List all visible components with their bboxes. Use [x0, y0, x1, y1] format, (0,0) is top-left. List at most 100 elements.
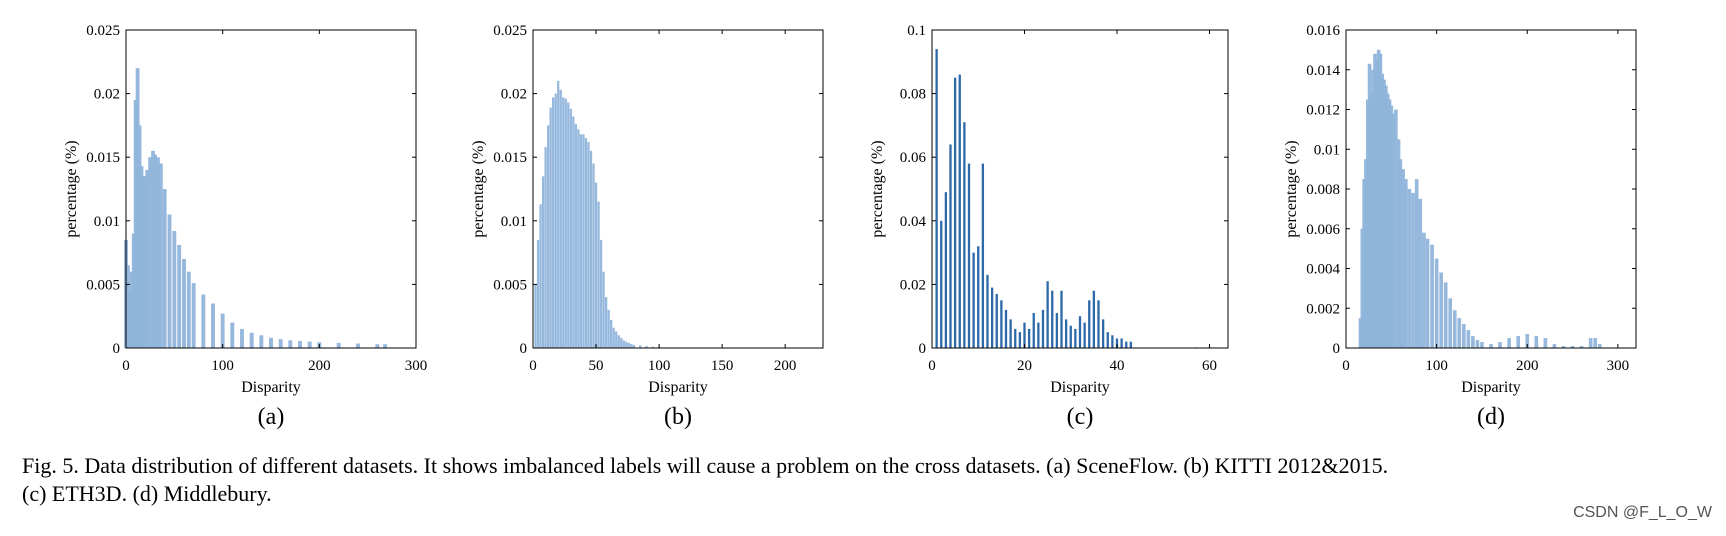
bar-a-38: [356, 343, 360, 348]
bar-d-36: [1457, 318, 1462, 348]
bar-b-16: [574, 124, 577, 348]
bar-d-54: [1593, 338, 1598, 348]
xtick-label-a-2: 200: [308, 358, 331, 374]
bar-c-32: [1083, 322, 1086, 348]
bar-d-38: [1466, 330, 1471, 348]
bar-b-25: [597, 201, 600, 348]
bar-a-15: [155, 157, 160, 348]
ytick-label-b-2: 0.01: [501, 214, 527, 230]
bar-d-26: [1414, 179, 1419, 348]
bar-c-15: [1004, 309, 1008, 348]
bar-d-29: [1425, 238, 1430, 348]
bar-c-13: [995, 293, 998, 348]
ylabel-d: percentage (%): [1283, 140, 1300, 237]
ytick-label-d-0: 0: [1333, 341, 1341, 357]
bar-c-35: [1097, 300, 1100, 348]
bar-c-39: [1115, 338, 1119, 348]
ytick-label-c-2: 0.04: [900, 214, 927, 230]
ytick-label-a-3: 0.015: [86, 150, 120, 166]
bar-b-26: [599, 239, 603, 348]
bar-b-6: [549, 107, 552, 348]
bar-b-42: [651, 346, 654, 348]
bar-b-36: [625, 341, 628, 348]
bar-b-24: [594, 182, 598, 348]
bar-a-21: [182, 258, 186, 348]
bar-c-12: [990, 287, 994, 348]
ytick-label-c-1: 0.02: [900, 277, 926, 293]
bar-c-17: [1014, 328, 1017, 348]
bar-b-3: [541, 176, 545, 348]
ytick-label-a-0: 0: [113, 341, 121, 357]
bar-c-25: [1051, 290, 1054, 348]
bar-a-5: [133, 99, 138, 349]
bar-b-15: [572, 116, 575, 348]
bar-b-34: [620, 337, 623, 348]
ytick-label-b-4: 0.02: [501, 87, 527, 103]
ytick-label-b-0: 0: [520, 341, 528, 357]
bar-c-36: [1101, 319, 1105, 348]
bar-c-24: [1046, 281, 1049, 348]
ytick-label-b-5: 0.025: [493, 23, 527, 39]
bar-c-33: [1088, 300, 1091, 348]
ytick-label-d-1: 0.002: [1306, 301, 1340, 317]
bar-c-1: [940, 220, 943, 348]
bar-d-40: [1475, 340, 1480, 348]
bar-a-20: [177, 244, 182, 348]
bar-d-48: [1543, 338, 1548, 348]
bar-a-17: [162, 189, 167, 348]
chart-a: 0 0.005 0.01 0.015 0.02 0.025 0 100 200 300 Dispar…: [63, 23, 427, 430]
bar-d-55: [1597, 344, 1602, 348]
bar-b-7: [552, 97, 555, 348]
ytick-label-d-8: 0.016: [1306, 23, 1340, 39]
bar-a-34: [298, 341, 302, 348]
bar-d-32: [1439, 272, 1443, 348]
caption-line-2: (c) ETH3D. (d) Middlebury.: [22, 481, 272, 506]
bar-a-23: [191, 283, 196, 348]
bar-c-9: [977, 246, 980, 348]
bar-b-27: [602, 271, 605, 348]
bar-d-53: [1588, 338, 1593, 348]
ytick-label-d-2: 0.004: [1306, 262, 1340, 278]
xlabel-d: Disparity: [1461, 379, 1521, 396]
bar-c-5: [958, 74, 961, 349]
bar-a-19: [172, 230, 177, 348]
bar-b-2: [539, 204, 542, 348]
bar-a-11: [145, 169, 150, 348]
bar-a-13: [151, 150, 155, 348]
bar-b-9: [557, 80, 560, 348]
bar-d-14: [1384, 85, 1388, 349]
figure-caption: Fig. 5. Data distribution of different d…: [22, 452, 1682, 508]
bar-b-28: [605, 297, 608, 348]
bar-c-23: [1041, 309, 1045, 348]
bar-c-20: [1027, 328, 1031, 348]
xtick-label-d-1: 100: [1425, 358, 1448, 374]
bar-b-33: [617, 335, 620, 348]
bar-d-31: [1434, 258, 1439, 348]
xlabel-c: Disparity: [1050, 379, 1110, 396]
bar-c-18: [1018, 332, 1022, 348]
xtick-label-c-1: 20: [1017, 358, 1032, 374]
bar-c-3: [949, 144, 952, 348]
bar-d-21: [1398, 159, 1403, 348]
bar-a-2: [127, 290, 132, 348]
xtick-label-c-0: 0: [928, 358, 936, 374]
bar-a-12: [148, 157, 153, 348]
ytick-label-a-1: 0.005: [86, 277, 120, 293]
ytick-label-a-5: 0.025: [86, 23, 120, 39]
bar-d-22: [1401, 169, 1405, 349]
ytick-label-b-3: 0.015: [493, 150, 527, 166]
xlabel-b: Disparity: [648, 379, 708, 396]
bar-b-17: [577, 129, 580, 348]
bar-b-23: [592, 163, 595, 348]
bar-b-39: [632, 344, 635, 348]
xtick-label-b-4: 200: [774, 358, 797, 374]
bar-a-18: [167, 214, 172, 348]
bar-b-14: [569, 108, 572, 348]
bar-b-12: [564, 98, 567, 348]
bar-d-18: [1391, 113, 1395, 348]
xtick-label-a-1: 100: [211, 358, 234, 374]
bar-a-22: [186, 271, 191, 348]
ytick-label-d-7: 0.014: [1306, 63, 1340, 79]
ytick-label-c-4: 0.08: [900, 87, 926, 103]
